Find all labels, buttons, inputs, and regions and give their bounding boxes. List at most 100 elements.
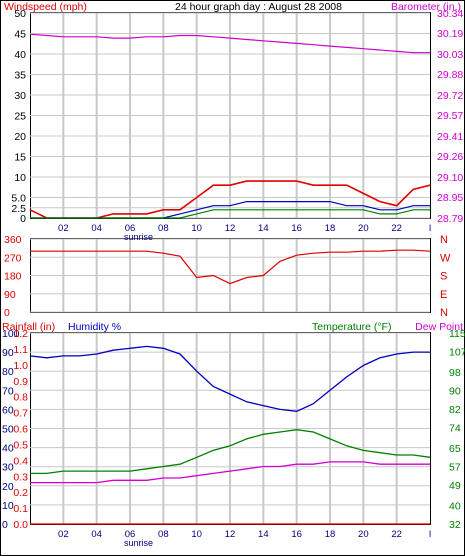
x-tick-label-top: 06 xyxy=(125,223,136,234)
temperature-tick-label: 65 xyxy=(449,443,461,455)
barometer-tick-label: 29.10 xyxy=(437,172,463,184)
x-tick-label-bottom: 06 xyxy=(125,529,136,540)
top-series xyxy=(29,33,431,219)
axis-ticks: 5045403530252015105.02.5030.3430.1930.03… xyxy=(2,8,465,540)
bottom-series xyxy=(29,345,431,525)
rainfall-tick-label: 1.2 xyxy=(13,328,28,340)
compass-label: N xyxy=(440,307,448,319)
humidity-tick-label: 10 xyxy=(2,500,14,512)
x-tick-label-top: l xyxy=(429,223,431,234)
windspeed-tick-label: 30 xyxy=(14,90,26,102)
direction-tick-label: 360 xyxy=(4,234,22,246)
x-tick-label-bottom: 10 xyxy=(191,529,202,540)
humidity-tick-label: 30 xyxy=(2,462,14,474)
rainfall-tick-label: 0.2 xyxy=(13,487,28,499)
windspeed-tick-label: 45 xyxy=(14,29,26,41)
middle-series xyxy=(30,249,431,285)
humidity-tick-label: 80 xyxy=(2,366,14,378)
humidity-tick-label: 70 xyxy=(2,385,14,397)
x-tick-label-top: 10 xyxy=(191,223,202,234)
direction-tick-label: 270 xyxy=(4,252,22,264)
barometer-tick-label: 29.57 xyxy=(437,110,463,122)
rainfall-tick-label: 0.1 xyxy=(13,503,28,515)
rainfall-tick-label: 0.0 xyxy=(13,519,28,531)
series-line-temperature-f- xyxy=(30,429,431,475)
x-tick-label-top: 04 xyxy=(91,223,102,234)
rainfall-axis-label: Rainfall (in) xyxy=(2,321,55,333)
temperature-tick-label: 90 xyxy=(449,386,461,398)
x-tick-label-bottom: 12 xyxy=(225,529,236,540)
barometer-tick-label: 28.95 xyxy=(437,192,463,204)
direction-tick-label: 180 xyxy=(4,271,22,283)
x-tick-label-top: 12 xyxy=(225,223,236,234)
humidity-tick-label: 40 xyxy=(2,443,14,455)
barometer-tick-label: 30.34 xyxy=(437,8,463,20)
x-tick-label-bottom: 08 xyxy=(158,529,169,540)
top-gridlines xyxy=(30,12,430,219)
direction-tick-label: 90 xyxy=(4,289,16,301)
x-tick-label-top: 18 xyxy=(325,223,336,234)
direction-tick-label: 0 xyxy=(4,307,10,319)
temperature-axis-label: Temperature (°F) xyxy=(312,321,391,333)
humidity-tick-label: 100 xyxy=(2,328,20,340)
x-tick-label-bottom: 18 xyxy=(325,529,336,540)
x-tick-label-top: 20 xyxy=(358,223,369,234)
temperature-tick-label: 74 xyxy=(449,422,461,434)
x-tick-label-bottom: 02 xyxy=(58,529,69,540)
temperature-tick-label: 107 xyxy=(449,346,465,358)
rainfall-tick-label: 0.9 xyxy=(13,376,28,388)
sunrise-label-bottom: sunrise xyxy=(124,538,153,548)
windspeed-tick-label: 50 xyxy=(14,8,26,20)
windspeed-tick-label: 20 xyxy=(14,131,26,143)
series-line-dew-point xyxy=(30,461,430,484)
temperature-tick-label: 82 xyxy=(449,404,461,416)
x-tick-label-bottom: 22 xyxy=(391,529,402,540)
x-tick-label-top: 14 xyxy=(258,223,269,234)
humidity-axis-label: Humidity % xyxy=(68,321,121,333)
compass-label: N xyxy=(440,234,448,246)
barometer-tick-label: 29.26 xyxy=(437,151,463,163)
rainfall-tick-label: 0.3 xyxy=(13,471,28,483)
windspeed-tick-label: 40 xyxy=(14,49,26,61)
rainfall-tick-label: 0.5 xyxy=(13,439,28,451)
series-line-direction xyxy=(30,249,431,285)
humidity-tick-label: 50 xyxy=(2,424,14,436)
x-tick-label-bottom: 04 xyxy=(91,529,102,540)
x-tick-label-bottom: l xyxy=(429,529,431,540)
temperature-tick-label: 49 xyxy=(449,480,461,492)
sunrise-label-top: sunrise xyxy=(124,232,153,242)
x-tick-label-top: 02 xyxy=(58,223,69,234)
temperature-tick-label: 115 xyxy=(449,328,465,340)
windspeed-tick-label: 15 xyxy=(14,152,26,164)
windspeed-axis-label: Windspeed (mph) xyxy=(4,1,87,13)
windspeed-tick-label: 5.0 xyxy=(11,193,26,205)
barometer-tick-label: 28.79 xyxy=(437,213,463,225)
windspeed-tick-label: 10 xyxy=(14,172,26,184)
chart-title: 24 hour graph day : August 28 2008 xyxy=(175,1,342,13)
windspeed-tick-label: 2.5 xyxy=(11,203,26,215)
compass-label: W xyxy=(440,252,451,264)
rainfall-tick-label: 1.1 xyxy=(13,344,28,356)
x-tick-label-top: 22 xyxy=(391,223,402,234)
x-tick-label-bottom: 20 xyxy=(358,529,369,540)
windspeed-tick-label: 0 xyxy=(20,213,26,225)
barometer-tick-label: 30.19 xyxy=(437,28,463,40)
x-tick-label-bottom: 16 xyxy=(291,529,302,540)
humidity-tick-label: 60 xyxy=(2,404,14,416)
series-line-barometer-in- xyxy=(29,33,430,54)
x-tick-label-top: 08 xyxy=(158,223,169,234)
humidity-tick-label: 0 xyxy=(2,519,8,531)
barometer-tick-label: 29.41 xyxy=(437,131,463,143)
x-tick-label-top: 16 xyxy=(291,223,302,234)
dewpoint-axis-label: Dew Point xyxy=(415,321,463,333)
series-line-wind xyxy=(30,209,430,219)
temperature-tick-label: 98 xyxy=(449,367,461,379)
compass-label: E xyxy=(440,289,447,301)
series-line-humidity- xyxy=(29,345,430,412)
windspeed-tick-label: 35 xyxy=(14,70,26,82)
rainfall-tick-label: 0.7 xyxy=(13,408,28,420)
x-tick-label-bottom: 14 xyxy=(258,529,269,540)
rainfall-tick-label: 1.0 xyxy=(13,360,28,372)
